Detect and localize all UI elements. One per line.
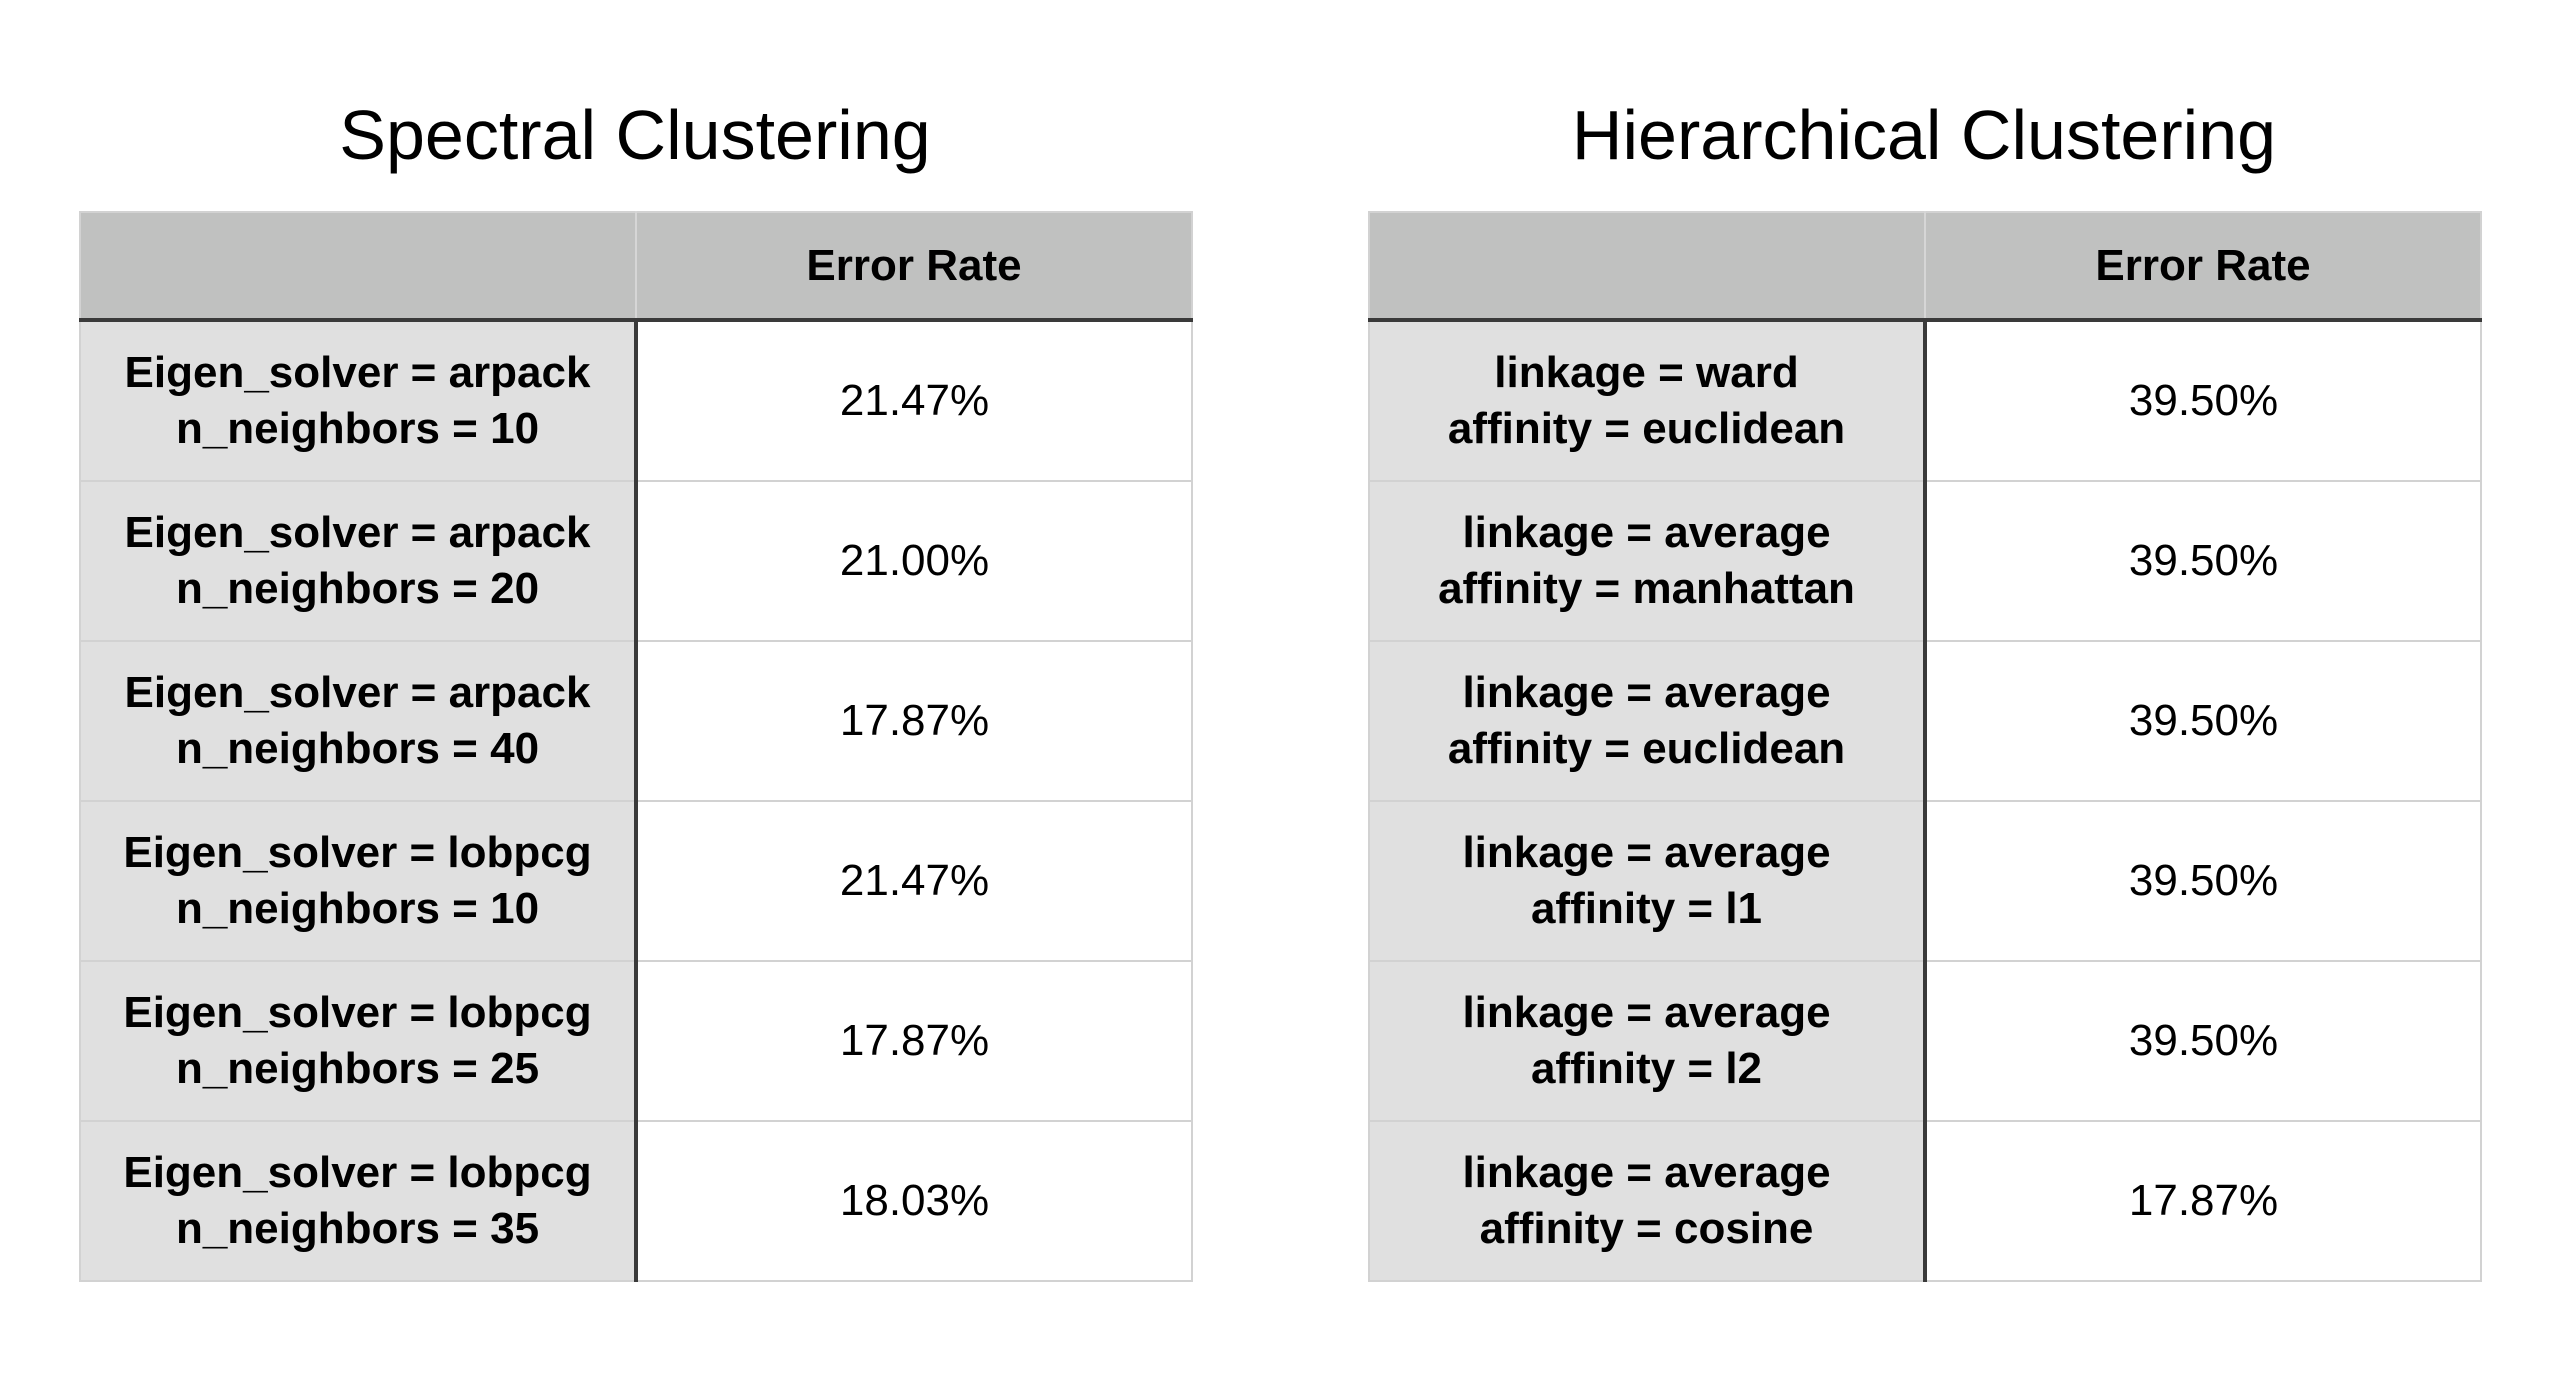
table-header-row: Error Rate [1368, 211, 2482, 322]
eigen-solver-label: Eigen_solver = lobpcg [123, 828, 592, 877]
parameter-cell: Eigen_solver = lobpcg n_neighbors = 35 [79, 1121, 638, 1282]
error-rate-value: 39.50% [1925, 961, 2482, 1122]
eigen-solver-label: Eigen_solver = arpack [124, 668, 591, 717]
error-rate-value: 17.87% [1925, 1121, 2482, 1282]
parameter-cell: linkage = average affinity = l1 [1368, 801, 1927, 962]
affinity-label: affinity = cosine [1479, 1204, 1814, 1253]
table-row: Eigen_solver = lobpcg n_neighbors = 10 2… [79, 801, 1193, 962]
parameter-cell: linkage = ward affinity = euclidean [1368, 320, 1927, 482]
error-rate-value: 21.47% [636, 320, 1193, 482]
error-rate-value: 39.50% [1925, 481, 2482, 642]
error-rate-value: 39.50% [1925, 641, 2482, 802]
error-rate-value: 18.03% [636, 1121, 1193, 1282]
hierarchical-clustering-table: Error Rate linkage = ward affinity = euc… [1368, 211, 2482, 1282]
table-row: linkage = ward affinity = euclidean 39.5… [1368, 320, 2482, 482]
parameter-cell: linkage = average affinity = euclidean [1368, 641, 1927, 802]
n-neighbors-label: n_neighbors = 35 [175, 1204, 540, 1253]
error-rate-value: 17.87% [636, 641, 1193, 802]
eigen-solver-label: Eigen_solver = lobpcg [123, 1148, 592, 1197]
affinity-label: affinity = euclidean [1447, 404, 1846, 453]
error-rate-value: 39.50% [1925, 801, 2482, 962]
table-row: linkage = average affinity = l2 39.50% [1368, 961, 2482, 1122]
table-row: Eigen_solver = arpack n_neighbors = 10 2… [79, 320, 1193, 482]
parameter-cell: linkage = average affinity = cosine [1368, 1121, 1927, 1282]
eigen-solver-label: Eigen_solver = arpack [124, 348, 591, 397]
n-neighbors-label: n_neighbors = 10 [175, 404, 540, 453]
eigen-solver-label: Eigen_solver = arpack [124, 508, 591, 557]
linkage-label: linkage = average [1462, 668, 1831, 717]
parameter-cell: Eigen_solver = arpack n_neighbors = 10 [79, 320, 638, 482]
table-header-row: Error Rate [79, 211, 1193, 322]
parameter-cell: linkage = average affinity = l2 [1368, 961, 1927, 1122]
error-rate-header: Error Rate [635, 211, 1193, 322]
parameter-cell: linkage = average affinity = manhattan [1368, 481, 1927, 642]
parameter-cell: Eigen_solver = arpack n_neighbors = 20 [79, 481, 638, 642]
parameters-header [79, 211, 637, 322]
parameter-cell: Eigen_solver = arpack n_neighbors = 40 [79, 641, 638, 802]
n-neighbors-label: n_neighbors = 25 [175, 1044, 540, 1093]
error-rate-value: 39.50% [1925, 320, 2482, 482]
error-rate-value: 17.87% [636, 961, 1193, 1122]
parameters-header [1368, 211, 1926, 322]
spectral-clustering-title: Spectral Clustering [339, 96, 931, 174]
table-row: Eigen_solver = arpack n_neighbors = 20 2… [79, 481, 1193, 642]
n-neighbors-label: n_neighbors = 40 [175, 724, 540, 773]
n-neighbors-label: n_neighbors = 20 [175, 564, 540, 613]
parameter-cell: Eigen_solver = lobpcg n_neighbors = 10 [79, 801, 638, 962]
table-row: linkage = average affinity = l1 39.50% [1368, 801, 2482, 962]
table-row: Eigen_solver = lobpcg n_neighbors = 25 1… [79, 961, 1193, 1122]
linkage-label: linkage = average [1462, 988, 1831, 1037]
error-rate-value: 21.47% [636, 801, 1193, 962]
linkage-label: linkage = average [1462, 1148, 1831, 1197]
spectral-clustering-table: Error Rate Eigen_solver = arpack n_neigh… [79, 211, 1193, 1282]
error-rate-header: Error Rate [1924, 211, 2482, 322]
table-row: linkage = average affinity = manhattan 3… [1368, 481, 2482, 642]
linkage-label: linkage = ward [1494, 348, 1799, 397]
table-row: Eigen_solver = arpack n_neighbors = 40 1… [79, 641, 1193, 802]
n-neighbors-label: n_neighbors = 10 [175, 884, 540, 933]
affinity-label: affinity = l1 [1530, 884, 1763, 933]
error-rate-value: 21.00% [636, 481, 1193, 642]
parameter-cell: Eigen_solver = lobpcg n_neighbors = 25 [79, 961, 638, 1122]
eigen-solver-label: Eigen_solver = lobpcg [123, 988, 592, 1037]
linkage-label: linkage = average [1462, 508, 1831, 557]
affinity-label: affinity = euclidean [1447, 724, 1846, 773]
hierarchical-clustering-title: Hierarchical Clustering [1571, 96, 2277, 174]
table-row: Eigen_solver = lobpcg n_neighbors = 35 1… [79, 1121, 1193, 1282]
affinity-label: affinity = manhattan [1438, 564, 1855, 613]
linkage-label: linkage = average [1462, 828, 1831, 877]
table-row: linkage = average affinity = cosine 17.8… [1368, 1121, 2482, 1282]
table-row: linkage = average affinity = euclidean 3… [1368, 641, 2482, 802]
affinity-label: affinity = l2 [1530, 1044, 1763, 1093]
